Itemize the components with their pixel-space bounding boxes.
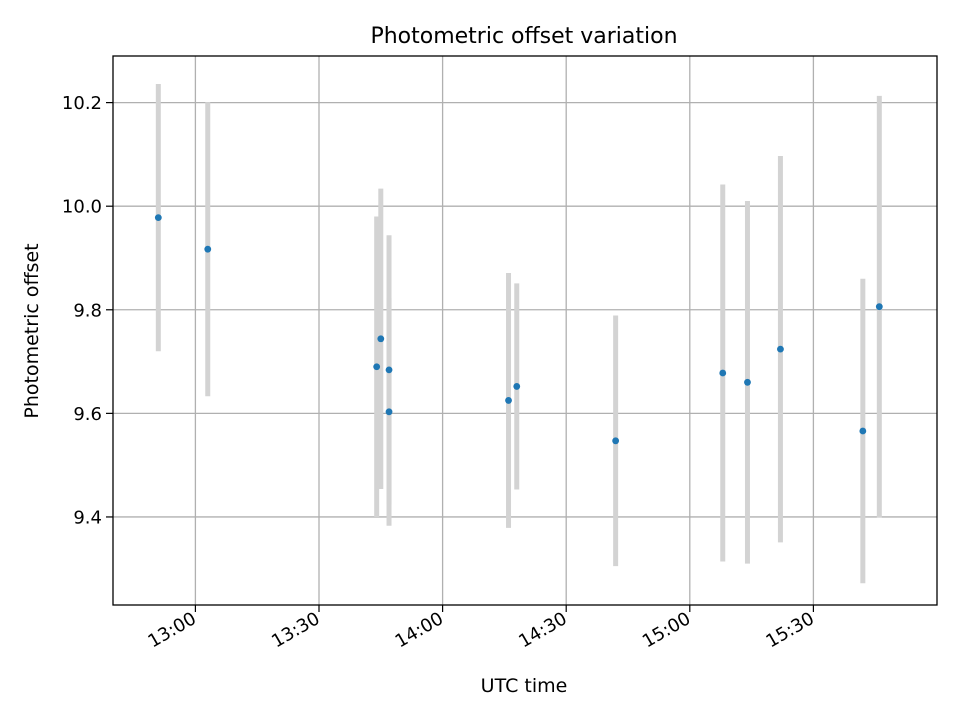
x-tick-label: 13:00 (144, 608, 199, 652)
data-point (377, 335, 385, 343)
x-tick-label: 13:30 (268, 608, 323, 652)
data-point (777, 345, 784, 353)
plot-frame (112, 55, 938, 606)
data-point (744, 378, 751, 386)
y-tick-label: 10.2 (62, 93, 102, 114)
y-tick-label: 9.6 (73, 404, 102, 425)
data-point (204, 245, 212, 253)
y-axis-label: Photometric offset (21, 243, 43, 418)
data-point (513, 383, 521, 390)
data-point (373, 363, 381, 371)
data-point (612, 437, 620, 445)
axes: 13:00 13:30 14:00 14:30 15:00 15:30 9.4 9.6 9.8 1… (62, 55, 938, 652)
x-tick-label: 15:00 (639, 608, 694, 652)
data-points (154, 214, 883, 445)
y-tick-label: 9.8 (73, 300, 102, 321)
x-axis-label: UTC time (481, 675, 568, 697)
x-tick-label: 14:00 (392, 608, 447, 652)
x-tick-label: 14:30 (515, 608, 570, 652)
data-point (719, 369, 727, 377)
grid (113, 56, 937, 605)
data-point (875, 303, 883, 311)
data-point (154, 214, 162, 221)
x-tick-label: 15:30 (762, 608, 817, 652)
data-point (385, 408, 393, 416)
data-point (505, 397, 512, 404)
chart-title: Photometric offset variation (370, 24, 677, 49)
y-tick-label: 10.0 (62, 197, 102, 218)
data-point (859, 427, 867, 435)
error-bars (155, 83, 882, 584)
data-point (385, 366, 393, 374)
y-tick-label: 9.4 (73, 507, 102, 528)
